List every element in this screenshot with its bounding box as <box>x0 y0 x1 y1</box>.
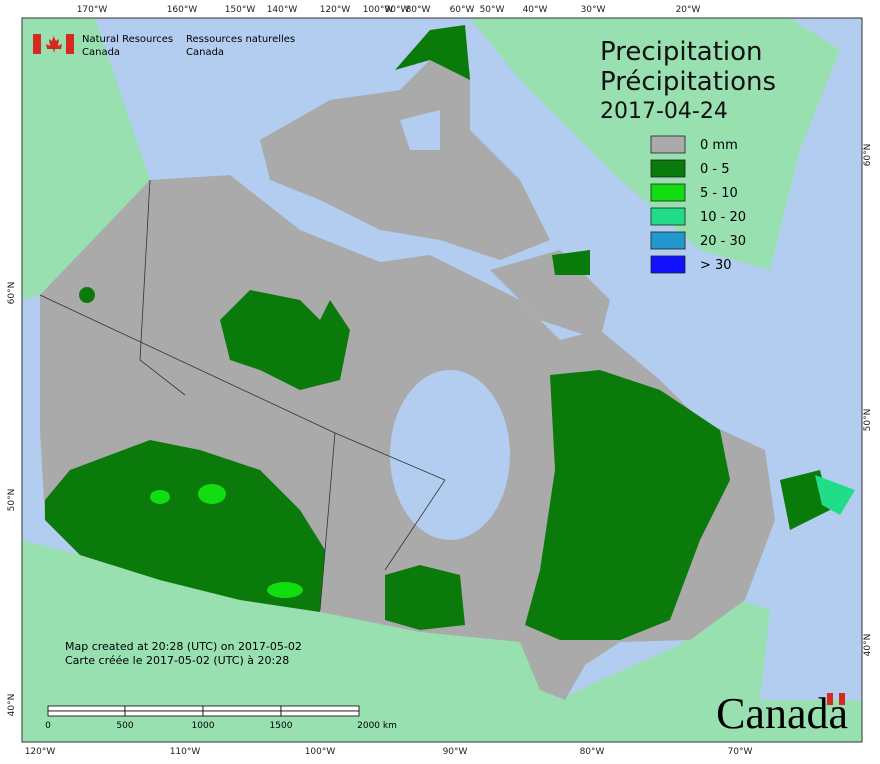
maple-leaf <box>46 36 62 53</box>
scale-bar: 0 500 1000 1500 2000 km <box>45 705 397 731</box>
country-en: Canada <box>82 47 120 58</box>
scale-label: 1500 <box>270 721 293 731</box>
arctic-islands <box>260 60 550 260</box>
scale-segment <box>280 710 360 717</box>
scale-segment <box>124 705 204 712</box>
legend-label: 20 - 30 <box>700 234 746 249</box>
agency-fr: Ressources naturelles <box>186 34 295 45</box>
longitude-label: 140°W <box>267 5 298 15</box>
alaska <box>22 18 150 300</box>
latitude-label: 60°N <box>7 282 17 305</box>
created-fr: Carte créée le 2017-05-02 (UTC) à 20:28 <box>65 654 289 667</box>
usa <box>22 540 862 742</box>
longitude-label: 120°W <box>320 5 351 15</box>
longitude-label: 120°W <box>25 747 56 757</box>
precip-patch <box>45 440 325 612</box>
scale-segment <box>47 710 126 717</box>
created-en: Map created at 20:28 (UTC) on 2017-05-02 <box>65 640 302 653</box>
longitude-label: 80°W <box>580 747 605 757</box>
precip-patch <box>815 475 855 515</box>
wordmark-flag <box>827 693 845 705</box>
precip-patch <box>198 484 226 504</box>
precip-patch <box>552 250 590 275</box>
legend-swatch <box>650 183 686 202</box>
title-en: Precipitation <box>600 37 763 67</box>
wordmark: Canada <box>716 689 848 738</box>
precip-patch <box>79 287 95 303</box>
legend-label: 10 - 20 <box>700 210 746 225</box>
scale-label: 0 <box>45 721 51 731</box>
longitude-label: 110°W <box>170 747 201 757</box>
legend-swatch <box>650 159 686 178</box>
longitude-label: 70°W <box>728 747 753 757</box>
precip-patch <box>267 582 303 598</box>
latitude-label: 40°N <box>863 634 873 657</box>
longitude-label: 170°W <box>77 5 108 15</box>
longitude-label: 50°W <box>480 5 505 15</box>
longitude-label: 60°W <box>450 5 475 15</box>
legend-label: 5 - 10 <box>700 186 738 201</box>
longitude-label: 150°W <box>225 5 256 15</box>
legend-swatch <box>650 231 686 250</box>
graticule-labels: 170°W 160°W 150°W 140°W 120°W 100°W90°W80°W 60… <box>7 5 873 757</box>
legend-label: 0 - 5 <box>700 162 730 177</box>
longitude-label: 40°W <box>523 5 548 15</box>
date: 2017-04-24 <box>600 99 728 124</box>
agency-en: Natural Resources <box>82 34 173 45</box>
title-fr: Précipitations <box>600 67 776 97</box>
longitude-label: 90°W <box>385 5 410 15</box>
scale-segment <box>202 705 282 712</box>
country-fr: Canada <box>186 47 224 58</box>
map-frame <box>21 17 863 743</box>
legend-label: 0 mm <box>700 138 738 153</box>
scale-segment <box>47 705 126 712</box>
channel <box>400 110 440 150</box>
precip-patch <box>525 370 730 640</box>
scale-label: 1000 <box>192 721 215 731</box>
legend-swatch <box>650 135 686 154</box>
longitude-label: 90°W <box>443 747 468 757</box>
longitude-label: 160°W <box>167 5 198 15</box>
scale-label: 500 <box>116 721 133 731</box>
legend-swatch <box>650 255 686 274</box>
latitude-label: 50°N <box>863 409 873 432</box>
latitude-label: 60°N <box>863 144 873 167</box>
precip-patch <box>220 290 350 390</box>
longitude-label: 30°W <box>581 5 606 15</box>
flag-bar <box>66 34 74 54</box>
scale-segment <box>202 710 282 717</box>
scale-segment <box>124 710 204 717</box>
precip-patch <box>150 490 170 504</box>
longitude-label: 20°W <box>676 5 701 15</box>
legend: 0 mm 0 - 5 5 - 10 10 - 20 20 - 30 > 30 <box>650 135 746 274</box>
legend-swatch <box>650 207 686 226</box>
longitude-label: 100°W <box>363 5 394 15</box>
precip-patch <box>385 565 465 630</box>
longitude-label: 100°W <box>305 747 336 757</box>
scale-segment <box>280 705 360 712</box>
longitude-label: 80°W <box>406 5 431 15</box>
latitude-label: 50°N <box>7 489 17 512</box>
precip-patch <box>395 25 470 80</box>
hudson-bay <box>390 370 510 540</box>
flag-bar <box>33 34 41 54</box>
province-border <box>39 179 446 611</box>
scale-label: 2000 km <box>357 721 397 731</box>
legend-label: > 30 <box>700 258 732 273</box>
latitude-label: 40°N <box>7 694 17 717</box>
